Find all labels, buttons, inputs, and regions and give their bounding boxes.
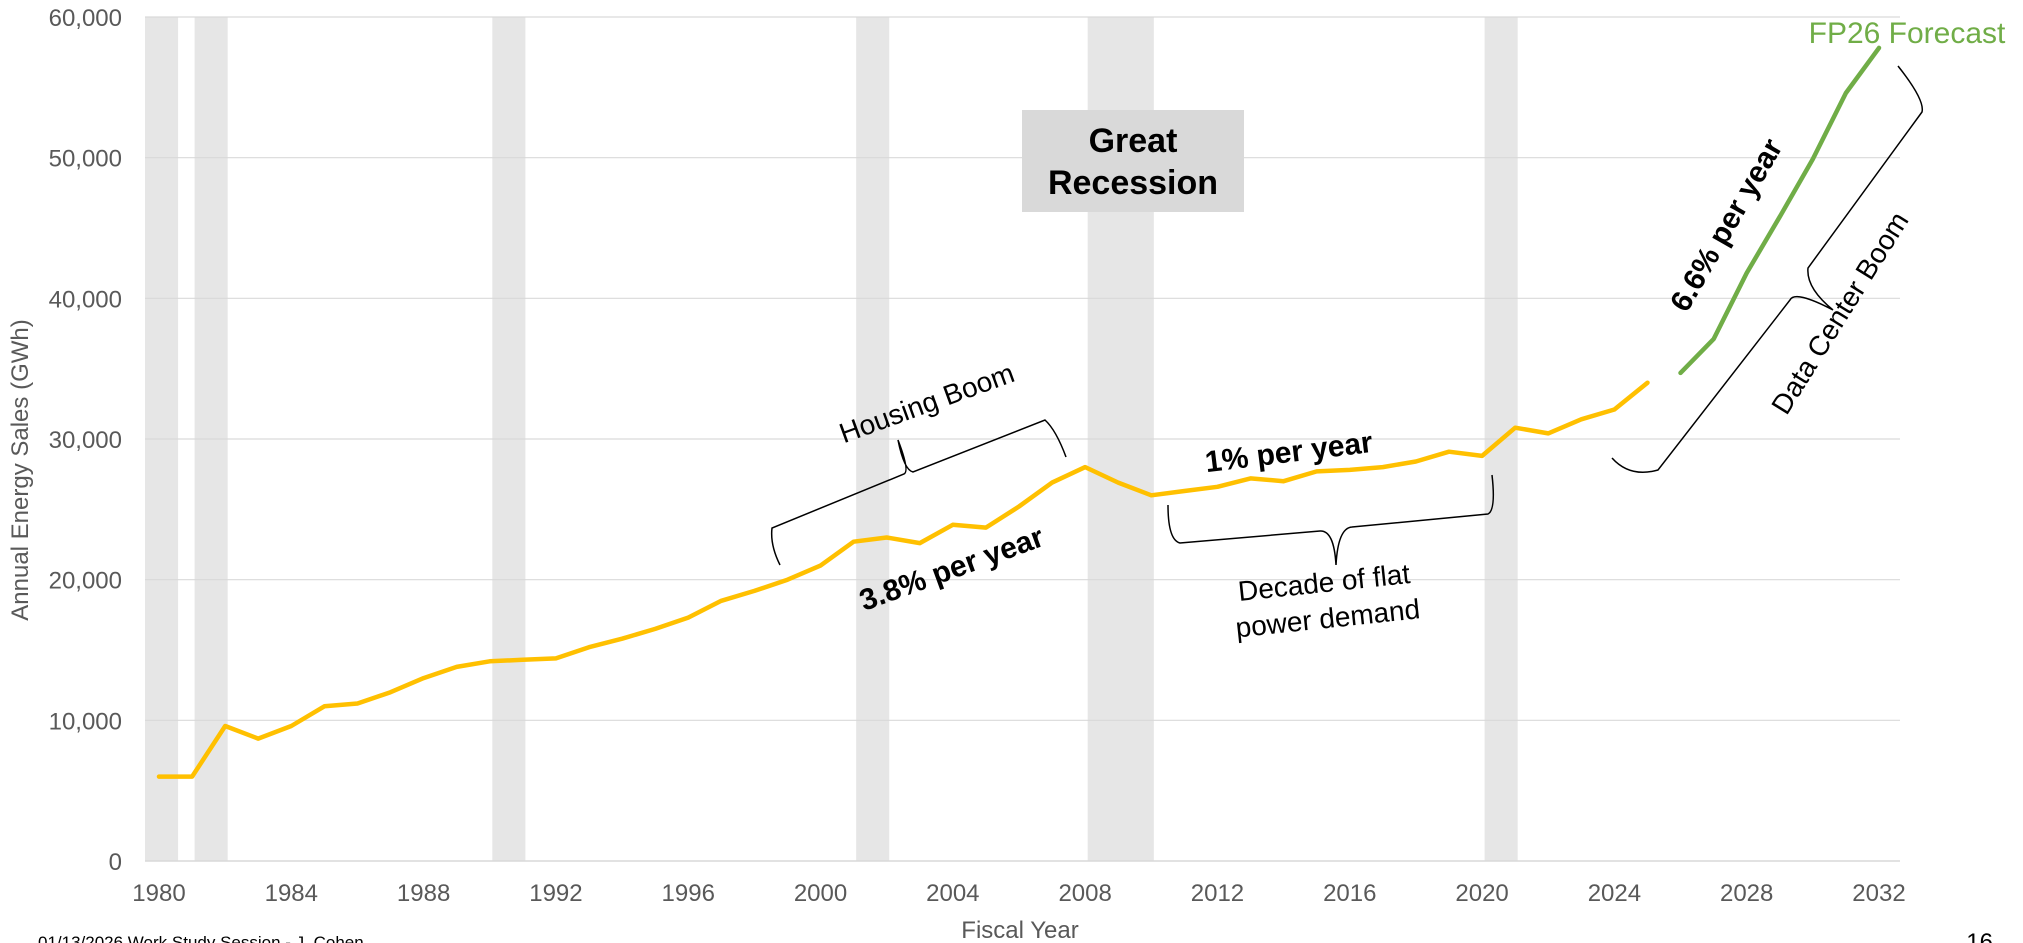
y-tick-label: 40,000: [49, 286, 122, 313]
y-tick-label: 20,000: [49, 568, 122, 595]
footer-text: 01/13/2026 Work Study Session - J. Cohen: [38, 933, 364, 943]
x-tick-label: 1988: [397, 880, 450, 907]
y-tick-label: 50,000: [49, 146, 122, 173]
growth-rate-forecast-label: 6.6% per year: [1664, 133, 1789, 317]
x-axis-ticks: 1980 1984 1988 1992 1996 2000 2004 2008 2012 2016…: [132, 880, 1905, 907]
x-tick-label: 1992: [529, 880, 582, 907]
y-tick-label: 60,000: [49, 5, 122, 32]
y-tick-label: 10,000: [49, 708, 122, 735]
x-tick-label: 2024: [1588, 880, 1641, 907]
x-tick-label: 2032: [1852, 880, 1905, 907]
data-center-boom-label: Data Center Boom: [1765, 206, 1914, 419]
forecast-label: FP26 Forecast: [1809, 17, 2006, 50]
flat-decade-label: Decade of flatpower demand: [1230, 557, 1421, 643]
x-axis-title: Fiscal Year: [961, 917, 1078, 943]
x-tick-label: 2016: [1323, 880, 1376, 907]
x-tick-label: 2012: [1191, 880, 1244, 907]
x-tick-label: 2008: [1058, 880, 1111, 907]
x-tick-label: 1984: [265, 880, 318, 907]
historical-sales-line: [156, 380, 1650, 779]
great-recession-callout: Great Recession: [1022, 110, 1244, 212]
x-tick-label: 1980: [132, 880, 185, 907]
y-tick-label: 30,000: [49, 427, 122, 454]
page-number: 16: [1966, 929, 1993, 943]
y-axis-ticks: 0 10,000 20,000 30,000 40,000 50,000 60,000: [49, 5, 122, 876]
y-axis-title: Annual Energy Sales (GWh): [7, 319, 34, 620]
data-center-brace: [1611, 65, 1924, 473]
flat-decade-brace: [1167, 474, 1495, 566]
gridlines: [145, 16, 1900, 721]
housing-boom-brace: [770, 419, 1067, 566]
x-tick-label: 1996: [662, 880, 715, 907]
y-tick-label: 0: [109, 849, 122, 876]
x-tick-label: 2020: [1455, 880, 1508, 907]
x-tick-label: 2004: [926, 880, 979, 907]
x-tick-label: 2028: [1720, 880, 1773, 907]
x-tick-label: 2000: [794, 880, 847, 907]
great-recession-label: Great Recession: [1048, 122, 1218, 202]
series-lines: [156, 45, 1882, 779]
forecast-sales-line: [1678, 45, 1882, 376]
